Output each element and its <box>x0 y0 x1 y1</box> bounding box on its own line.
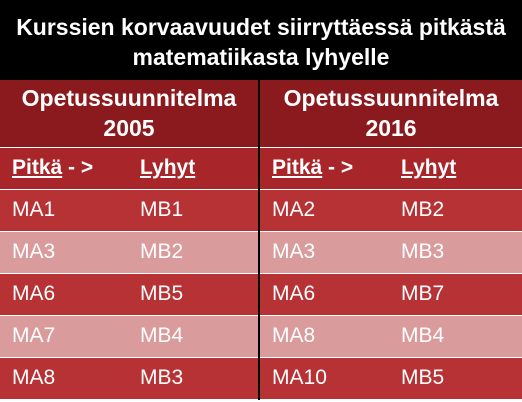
cell: MA3 <box>259 231 390 274</box>
table-row: MA6 MB5 MA6 MB7 <box>0 273 522 316</box>
col-short-2005: Lyhyt <box>128 147 261 190</box>
curriculum-header-row: Opetussuunnitelma 2005 Opetussuunnitelma… <box>0 80 522 148</box>
curriculum-2005-header: Opetussuunnitelma 2005 <box>0 80 261 148</box>
cell: MA8 <box>0 357 128 400</box>
cell: MA2 <box>259 189 390 232</box>
cell: MA6 <box>259 273 390 316</box>
curriculum-2016-header: Opetussuunnitelma 2016 <box>259 80 522 148</box>
col-long-2016: Pitkä - > <box>259 147 390 190</box>
cell: MA3 <box>0 231 128 274</box>
cell: MB4 <box>389 315 522 358</box>
cell: MA6 <box>0 273 128 316</box>
cell: MB2 <box>128 231 261 274</box>
column-header-row: Pitkä - > Lyhyt Pitkä - > Lyhyt <box>0 147 522 190</box>
cell: MB3 <box>389 231 522 274</box>
title-line-2: matematiikasta lyhyelle <box>132 44 390 70</box>
cell: MA1 <box>0 189 128 232</box>
cell: MB1 <box>128 189 261 232</box>
cell: MB4 <box>128 315 261 358</box>
cell: MA10 <box>259 357 390 400</box>
col-long-2005: Pitkä - > <box>0 147 128 190</box>
table-row: MA8 MB3 MA10 MB5 <box>0 357 522 400</box>
table-title: Kurssien korvaavuudet siirryttäessä pitk… <box>0 0 522 80</box>
cell: MB2 <box>389 189 522 232</box>
col-short-2016: Lyhyt <box>389 147 522 190</box>
cell: MA7 <box>0 315 128 358</box>
course-equivalence-table: Opetussuunnitelma 2005 Opetussuunnitelma… <box>0 80 522 400</box>
cell: MB3 <box>128 357 261 400</box>
title-line-1: Kurssien korvaavuudet siirryttäessä pitk… <box>16 14 506 40</box>
cell: MB7 <box>389 273 522 316</box>
table-row: MA7 MB4 MA8 MB4 <box>0 315 522 358</box>
cell: MA8 <box>259 315 390 358</box>
table-row: MA1 MB1 MA2 MB2 <box>0 189 522 232</box>
table-row: MA3 MB2 MA3 MB3 <box>0 231 522 274</box>
cell: MB5 <box>128 273 261 316</box>
cell: MB5 <box>389 357 522 400</box>
